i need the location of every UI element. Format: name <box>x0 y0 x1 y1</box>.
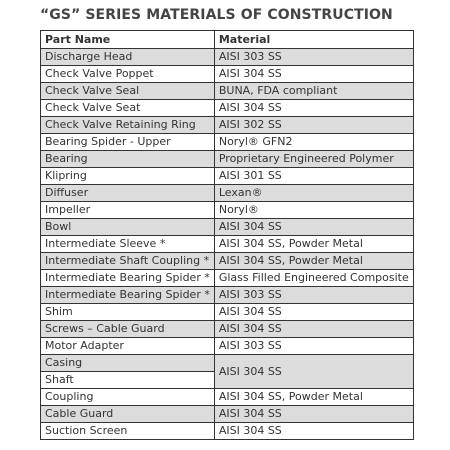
part-cell: Check Valve Seat <box>40 99 215 117</box>
material-cell: AISI 304 SS <box>213 354 414 389</box>
part-cell: Klipring <box>40 167 215 185</box>
material-cell: AISI 304 SS <box>213 218 414 236</box>
table-row: Bearing Proprietary Engineered Polymer <box>40 150 414 168</box>
table-row: Check Valve Retaining Ring AISI 302 SS <box>40 116 414 134</box>
table-body: Discharge Head AISI 303 SS Check Valve Pop… <box>40 48 414 440</box>
part-cell: Motor Adapter <box>40 337 215 355</box>
table-row: Shaft <box>40 371 414 389</box>
materials-table: Part Name Material Discharge Head AISI 30… <box>40 30 414 440</box>
material-cell: AISI 303 SS <box>213 337 414 355</box>
table-row: Intermediate Bearing Spider * Glass Fille… <box>40 269 414 287</box>
table-row: Cable Guard AISI 304 SS <box>40 405 414 423</box>
material-cell: AISI 304 SS, Powder Metal <box>213 388 414 406</box>
table-row: Intermediate Bearing Spider * AISI 303 SS <box>40 286 414 304</box>
material-cell: AISI 301 SS <box>213 167 414 185</box>
part-cell: Check Valve Retaining Ring <box>40 116 215 134</box>
part-cell: Bowl <box>40 218 215 236</box>
part-cell: Casing <box>40 354 215 372</box>
table-header: Part Name Material <box>40 30 414 49</box>
table-row: Klipring AISI 301 SS <box>40 167 414 185</box>
material-cell: AISI 304 SS <box>213 303 414 321</box>
table-row: Bowl AISI 304 SS <box>40 218 414 236</box>
header-cell: Material <box>213 30 414 49</box>
part-cell: Suction Screen <box>40 422 215 440</box>
material-cell: Glass Filled Engineered Composite <box>213 269 414 287</box>
material-cell: AISI 304 SS <box>213 320 414 338</box>
part-cell: Shim <box>40 303 215 321</box>
material-cell: Lexan® <box>213 184 414 202</box>
material-cell: BUNA, FDA compliant <box>213 82 414 100</box>
part-cell: Coupling <box>40 388 215 406</box>
table-row: Intermediate Sleeve * AISI 304 SS, Powder… <box>40 235 414 253</box>
part-cell: Check Valve Seal <box>40 82 215 100</box>
material-cell: AISI 302 SS <box>213 116 414 134</box>
header-cell: Part Name <box>40 30 215 49</box>
part-cell: Bearing <box>40 150 215 168</box>
table-row: Motor Adapter AISI 303 SS <box>40 337 414 355</box>
part-cell: Cable Guard <box>40 405 215 423</box>
material-cell: AISI 304 SS <box>213 422 414 440</box>
table-row: Screws – Cable Guard AISI 304 SS <box>40 320 414 338</box>
part-cell: Intermediate Sleeve * <box>40 235 215 253</box>
part-cell: Diffuser <box>40 184 215 202</box>
table-row: Check Valve Seat AISI 304 SS <box>40 99 414 117</box>
table-row: Diffuser Lexan® <box>40 184 414 202</box>
material-cell: Proprietary Engineered Polymer <box>213 150 414 168</box>
material-cell: Noryl® <box>213 201 414 219</box>
table-row: Coupling AISI 304 SS, Powder Metal <box>40 388 414 406</box>
table-row: Check Valve Poppet AISI 304 SS <box>40 65 414 83</box>
material-cell: AISI 304 SS <box>213 99 414 117</box>
material-cell: Noryl® GFN2 <box>213 133 414 151</box>
table-row: Suction Screen AISI 304 SS <box>40 422 414 440</box>
material-cell: AISI 304 SS, Powder Metal <box>213 252 414 270</box>
table-row: Discharge Head AISI 303 SS <box>40 48 414 66</box>
title: “GS” SERIES MATERIALS OF CONSTRUCTION <box>40 7 393 23</box>
material-cell: AISI 303 SS <box>213 286 414 304</box>
material-cell: AISI 303 SS <box>213 48 414 66</box>
part-cell: Intermediate Bearing Spider * <box>40 286 215 304</box>
part-cell: Bearing Spider - Upper <box>40 133 215 151</box>
part-cell: Impeller <box>40 201 215 219</box>
table-row: Bearing Spider - Upper Noryl® GFN2 <box>40 133 414 151</box>
table-row: Shim AISI 304 SS <box>40 303 414 321</box>
table-row: Casing AISI 304 SS <box>40 354 414 389</box>
part-cell: Screws – Cable Guard <box>40 320 215 338</box>
part-cell: Check Valve Poppet <box>40 65 215 83</box>
material-cell: AISI 304 SS, Powder Metal <box>213 235 414 253</box>
table-row: Intermediate Shaft Coupling * AISI 304 SS… <box>40 252 414 270</box>
part-cell: Discharge Head <box>40 48 215 66</box>
material-cell: AISI 304 SS <box>213 405 414 423</box>
part-cell: Intermediate Shaft Coupling * <box>40 252 215 270</box>
table-row: Check Valve Seal BUNA, FDA compliant <box>40 82 414 100</box>
part-cell: Intermediate Bearing Spider * <box>40 269 215 287</box>
header-row: Part Name Material <box>40 30 414 49</box>
material-cell: AISI 304 SS <box>213 65 414 83</box>
part-cell: Shaft <box>40 371 215 389</box>
table-row: Impeller Noryl® <box>40 201 414 219</box>
